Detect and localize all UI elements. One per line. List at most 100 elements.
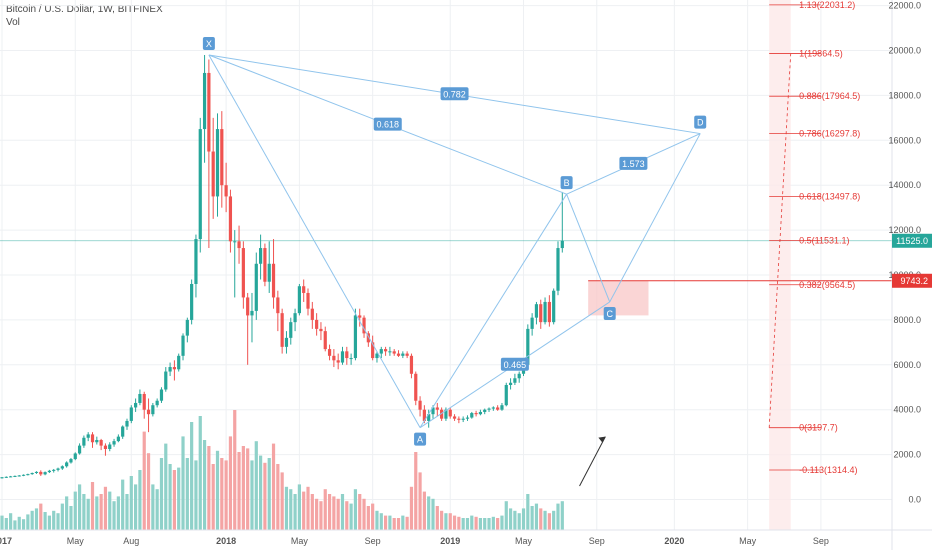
candle-body: [530, 317, 534, 329]
time-tick-label: 2018: [216, 536, 236, 546]
price-tick-label: 2000.0: [893, 450, 921, 460]
fib-level-label: 0.786(16297.8): [799, 129, 860, 139]
candle-body: [129, 407, 133, 421]
candle-body: [185, 319, 189, 336]
volume-bar: [336, 498, 340, 530]
volume-bar: [353, 489, 358, 530]
volume-bar: [39, 503, 43, 530]
volume-bar: [9, 513, 13, 530]
volume-bar: [491, 516, 495, 530]
volume-bar: [431, 498, 435, 530]
price-tick-label: 18000.0: [888, 90, 921, 100]
candle-body: [427, 414, 431, 421]
candle-body: [34, 471, 39, 474]
candle-body: [99, 440, 103, 446]
pattern-point-box: [694, 115, 707, 129]
volume-bar: [530, 506, 534, 530]
volume-bar: [259, 455, 263, 530]
volume-bar: [504, 501, 508, 530]
volume-bar: [138, 470, 142, 530]
volume-bar: [388, 515, 392, 530]
volume-bar: [349, 503, 353, 530]
candle-body: [181, 335, 185, 356]
candle-body: [86, 434, 90, 438]
candle-body: [306, 292, 310, 309]
volume-bar: [405, 516, 409, 530]
volume-bar: [77, 484, 82, 530]
time-tick-label: Sep: [813, 536, 829, 546]
candle-body: [526, 328, 530, 365]
candle-body: [69, 459, 73, 463]
volume-bar: [108, 491, 112, 530]
volume-bar: [327, 494, 332, 530]
candle-body: [358, 315, 362, 318]
candle-body: [90, 434, 95, 443]
time-tick-label: 2020: [664, 536, 684, 546]
time-tick-label: Sep: [589, 536, 605, 546]
volume-bar: [461, 518, 465, 530]
volume-bar: [121, 479, 125, 530]
volume-bar: [444, 513, 448, 530]
candle-body: [134, 402, 138, 408]
volume-bar: [198, 416, 202, 530]
time-tick-label: May: [739, 536, 757, 546]
candle-body: [168, 367, 172, 372]
volume-bar: [435, 506, 439, 530]
hline-price-tag: 9743.2: [900, 276, 928, 286]
candle-body: [440, 409, 444, 419]
volume-bar: [263, 462, 267, 530]
volume-bar: [315, 498, 319, 530]
price-tick-label: 14000.0: [888, 180, 921, 190]
volume-bar: [396, 518, 401, 530]
volume-bar: [465, 518, 470, 530]
volume-bar: [496, 518, 500, 530]
last-price-tag-box: [892, 233, 932, 248]
candle-body: [293, 313, 297, 323]
candle-body: [215, 129, 220, 197]
candle-body: [103, 445, 108, 449]
candle-body: [108, 444, 112, 449]
pattern-point-c: C: [606, 309, 613, 319]
volume-bar: [289, 489, 293, 530]
candle-body: [332, 355, 336, 361]
volume-bar: [521, 508, 526, 530]
candle-body: [276, 297, 280, 314]
pattern-leg: [208, 54, 421, 428]
pattern-point-b: B: [564, 178, 570, 188]
price-tick-label: 16000.0: [888, 135, 921, 145]
volume-bar: [181, 436, 185, 530]
volume-bar: [332, 496, 336, 530]
candle-body: [250, 310, 254, 316]
pattern-leg: [609, 133, 701, 303]
last-price-tag: 11525.0: [896, 236, 928, 246]
volume-bar: [401, 515, 405, 530]
volume-bar: [267, 458, 271, 530]
candle-body: [375, 353, 379, 359]
candle-body: [56, 468, 60, 470]
candle-body: [233, 241, 237, 243]
volume-bar: [276, 464, 280, 530]
candle-body: [77, 445, 82, 454]
pattern-point-box: [414, 432, 427, 446]
candle-body: [379, 349, 383, 354]
volume-bar: [142, 431, 146, 530]
volume-bar: [547, 513, 551, 530]
volume-bar: [409, 486, 414, 530]
volume-bar: [526, 494, 530, 530]
pattern-point-box: [560, 176, 573, 190]
candle-body: [491, 407, 495, 409]
volume-bar: [483, 518, 487, 530]
fib-level-label: -0.113(1314.4): [799, 465, 857, 475]
time-tick-label: May: [67, 536, 85, 546]
candle-body: [405, 353, 409, 356]
volume-bar: [190, 422, 194, 530]
candle-body: [146, 409, 151, 415]
candle-body: [220, 129, 224, 186]
trend-arrow-head: [598, 436, 606, 443]
volume-bar: [362, 498, 366, 530]
candle-body: [414, 373, 418, 401]
candle-body: [95, 440, 99, 443]
candle-body: [448, 409, 452, 417]
volume-bar: [452, 515, 457, 530]
